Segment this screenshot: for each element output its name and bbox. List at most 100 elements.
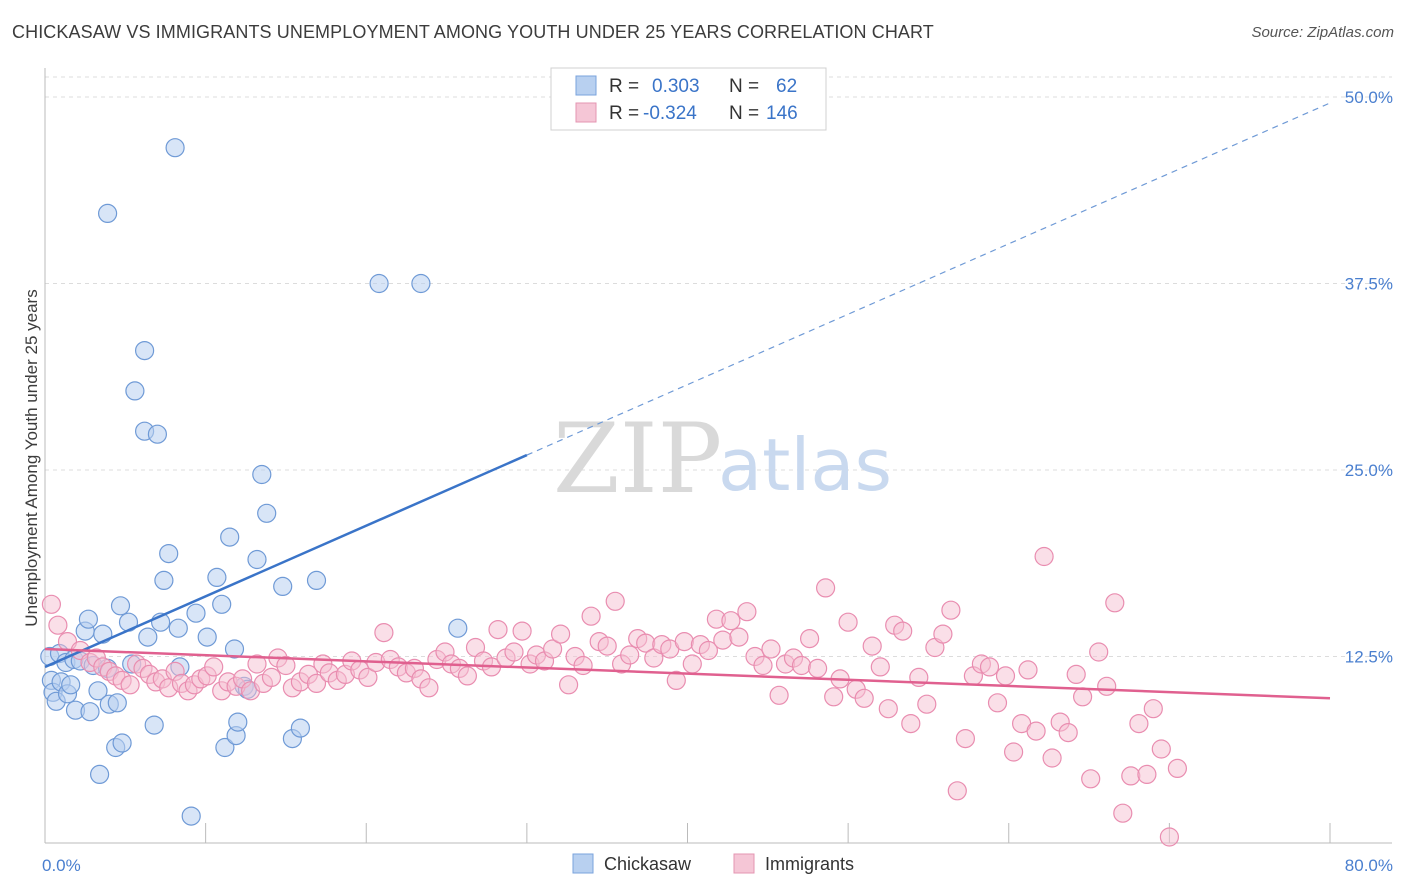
data-point-chickasaw — [252, 464, 272, 485]
trend-line-chickasaw — [44, 453, 528, 669]
data-point-immigrants — [799, 628, 820, 649]
y-tick-label: 12.5% — [1345, 648, 1393, 667]
x-tick-label: 80.0% — [1345, 856, 1393, 875]
data-point-chickasaw — [154, 570, 174, 591]
data-point-chickasaw — [112, 733, 132, 753]
data-point-chickasaw — [220, 527, 240, 547]
data-point-immigrants — [941, 600, 961, 620]
data-point-immigrants — [457, 666, 477, 686]
data-point-immigrants — [769, 685, 789, 705]
bottom-legend-immigrants: Immigrants — [765, 854, 854, 874]
data-point-immigrants — [1034, 546, 1054, 567]
trend-line-chickasaw-extension — [526, 102, 1331, 456]
data-point-immigrants — [419, 678, 439, 698]
data-point-chickasaw — [110, 596, 131, 616]
data-point-immigrants — [620, 645, 640, 665]
data-point-immigrants — [1167, 758, 1188, 779]
data-point-immigrants — [204, 657, 224, 677]
data-point-immigrants — [1121, 766, 1141, 786]
data-point-chickasaw — [228, 712, 248, 732]
data-point-immigrants — [947, 781, 967, 801]
data-point-chickasaw — [186, 603, 206, 623]
data-point-immigrants — [824, 687, 844, 707]
data-point-immigrants — [729, 627, 749, 647]
grid-lines — [45, 76, 1392, 657]
data-point-immigrants — [1072, 687, 1093, 707]
trend-line-immigrants — [44, 647, 1331, 700]
data-point-immigrants — [374, 622, 394, 643]
data-point-immigrants — [737, 602, 757, 622]
correlation-legend: R = 0.303 N = 62 R = -0.324 N = 146 — [550, 67, 827, 131]
chart-title: CHICKASAW VS IMMIGRANTS UNEMPLOYMENT AMO… — [12, 22, 934, 42]
tick-labels: 12.5% 25.0% 37.5% 50.0% 0.0% 80.0% — [42, 88, 1393, 875]
data-point-immigrants — [791, 655, 812, 676]
data-point-immigrants — [862, 636, 882, 656]
data-point-immigrants — [901, 713, 921, 734]
data-point-immigrants — [878, 699, 898, 719]
data-point-immigrants — [761, 639, 781, 659]
data-point-immigrants — [550, 624, 571, 644]
data-point-chickasaw — [181, 806, 201, 826]
zipatlas-watermark: ZIP atlas — [553, 403, 892, 515]
data-point-chickasaw — [159, 543, 179, 564]
data-point-immigrants — [1137, 764, 1157, 785]
data-point-immigrants — [358, 667, 378, 688]
legend-n-label-immigrants: N = — [729, 103, 759, 124]
data-point-immigrants — [558, 675, 579, 695]
data-point-chickasaw — [144, 715, 164, 735]
data-point-immigrants — [504, 642, 524, 662]
watermark-atlas-text: atlas — [718, 423, 892, 507]
data-point-immigrants — [276, 655, 296, 676]
data-point-immigrants — [682, 654, 702, 674]
bottom-legend-swatch-immigrants — [733, 853, 755, 874]
data-point-immigrants — [933, 624, 953, 644]
data-point-immigrants — [1143, 699, 1163, 719]
y-tick-label: 25.0% — [1345, 461, 1393, 480]
data-point-chickasaw — [369, 273, 389, 294]
data-point-immigrants — [247, 654, 267, 674]
data-point-immigrants — [807, 658, 828, 679]
legend-r-label-immigrants: R = — [609, 103, 639, 124]
chart-source: Source: ZipAtlas.com — [1251, 24, 1394, 41]
data-point-immigrants — [542, 639, 563, 659]
data-point-chickasaw — [207, 567, 227, 588]
legend-r-label-chickasaw: R = — [609, 76, 639, 97]
data-point-immigrants — [666, 670, 686, 691]
data-point-immigrants — [917, 694, 937, 714]
data-point-chickasaw — [147, 424, 167, 444]
data-point-immigrants — [1003, 742, 1024, 762]
data-point-immigrants — [854, 688, 874, 708]
data-point-immigrants — [955, 728, 976, 749]
legend-n-value-immigrants: 146 — [766, 103, 798, 124]
legend-r-value-immigrants: -0.324 — [643, 103, 697, 124]
data-point-immigrants — [605, 591, 625, 611]
data-point-immigrants — [838, 612, 858, 632]
legend-r-value-chickasaw: 0.303 — [652, 76, 700, 97]
data-point-chickasaw — [89, 764, 110, 785]
data-point-chickasaw — [290, 718, 310, 738]
data-point-chickasaw — [212, 594, 232, 614]
watermark-zip-text: ZIP — [553, 403, 722, 515]
data-point-immigrants — [120, 675, 140, 695]
data-point-immigrants — [1159, 827, 1180, 847]
legend-n-label-chickasaw: N = — [729, 76, 759, 97]
series-immigrants-points — [41, 546, 1188, 847]
data-point-chickasaw — [224, 639, 245, 659]
data-point-immigrants — [713, 630, 733, 650]
data-point-immigrants — [1018, 660, 1038, 680]
data-point-chickasaw — [247, 549, 267, 570]
data-point-chickasaw — [257, 503, 277, 523]
data-point-immigrants — [698, 640, 719, 661]
bottom-legend-chickasaw: Chickasaw — [604, 854, 692, 874]
bottom-legend-swatch-chickasaw — [572, 853, 594, 874]
data-point-immigrants — [573, 655, 593, 676]
legend-swatch-chickasaw — [575, 75, 597, 96]
y-axis-label: Unemployment Among Youth under 25 years — [22, 289, 41, 626]
data-point-immigrants — [1042, 748, 1062, 768]
data-point-chickasaw — [168, 618, 188, 638]
data-point-chickasaw — [411, 273, 431, 294]
data-point-immigrants — [1129, 713, 1149, 734]
data-point-immigrants — [893, 621, 913, 641]
data-point-immigrants — [1026, 721, 1046, 741]
data-point-chickasaw — [215, 737, 235, 758]
